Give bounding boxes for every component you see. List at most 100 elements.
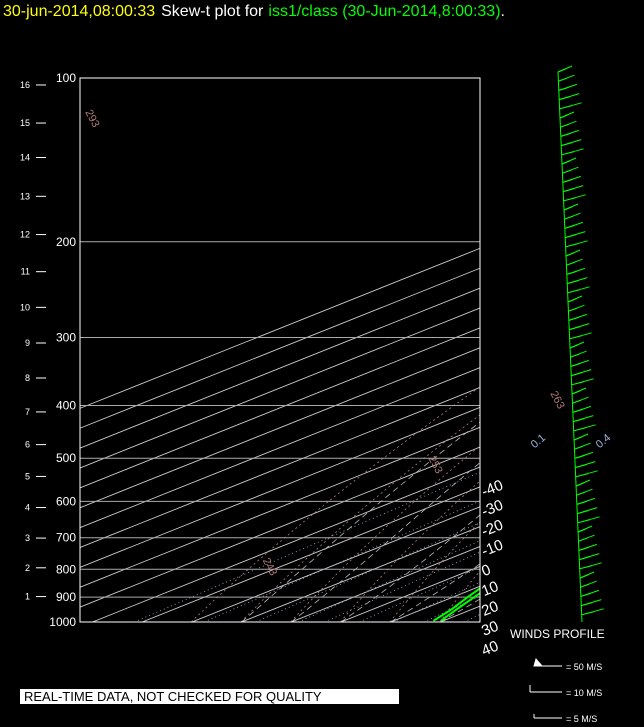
isotherm-30	[490, 78, 644, 622]
wind-barb	[577, 510, 589, 515]
temp-right-label--10: -10	[479, 536, 505, 560]
height-tick-label-16: 16	[20, 80, 30, 90]
dry-adiabat-243	[190, 386, 480, 622]
mixing-ratio-line-12	[423, 595, 480, 622]
pressure-tick-100: 100	[56, 71, 76, 85]
height-tick-label-13: 13	[20, 191, 30, 201]
temp-right-label-40: 40	[479, 638, 501, 660]
wind-legend-label-50: = 50 M/S	[566, 662, 603, 672]
isotherm-10	[390, 585, 480, 622]
wind-barb	[559, 105, 572, 110]
qc-warning-banner: REAL-TIME DATA, NOT CHECKED FOR QUALITY	[20, 689, 399, 704]
pressure-tick-400: 400	[56, 399, 76, 413]
wind-barb	[572, 399, 582, 404]
wind-barb	[564, 215, 574, 220]
wind-barb	[559, 96, 571, 101]
moist-adiabat-30	[490, 242, 644, 622]
moist-adiabat-0	[340, 514, 480, 622]
wind-barb	[561, 142, 573, 147]
title-text: Skew-t plot for	[161, 3, 264, 20]
wind-barb	[568, 307, 578, 312]
wind-barb	[563, 206, 572, 211]
wind-barb	[567, 289, 580, 294]
wind-barb	[571, 381, 584, 386]
height-tick-label-7: 7	[25, 407, 30, 417]
sounding-profiles	[432, 587, 480, 622]
height-tick-label-8: 8	[25, 373, 30, 383]
wind-barb	[563, 197, 576, 202]
temp-right-label-20: 20	[479, 598, 501, 620]
wind-legend-label-10: = 10 M/S	[566, 688, 603, 698]
wind-barb	[566, 261, 576, 266]
wind-barb	[578, 546, 589, 551]
wind-barb	[578, 537, 588, 542]
moist-adiabat-20	[440, 598, 480, 622]
wind-barb	[565, 243, 578, 248]
isotherm-50	[590, 78, 644, 622]
wind-barb	[562, 178, 573, 183]
isobar-lines	[80, 77, 480, 623]
isotherm-60	[639, 78, 644, 622]
moist-adiabat-lines	[241, 242, 644, 622]
wind-barb	[564, 224, 575, 229]
mixing-ratio-line-8	[393, 581, 480, 622]
height-tick-label-12: 12	[20, 230, 30, 240]
wind-barb	[565, 234, 577, 239]
dry-adiabat-323	[589, 78, 644, 622]
wind-barb	[576, 491, 586, 496]
height-tick-label-9: 9	[25, 338, 30, 348]
isotherm--10	[291, 546, 480, 622]
wind-barb	[569, 326, 581, 331]
dry-adiabat-lines	[190, 78, 644, 622]
wind-barb	[571, 390, 580, 395]
wind-barb	[572, 408, 583, 413]
wind-barb	[579, 574, 588, 579]
wind-barb	[560, 123, 570, 128]
mixing-ratio-line-1	[255, 522, 480, 622]
wind-barb	[562, 169, 572, 174]
wind-barb	[575, 482, 584, 487]
height-tick-label-11: 11	[21, 267, 30, 277]
isotherm--40	[142, 486, 480, 622]
wind-barb	[581, 602, 593, 607]
wind-barb	[570, 362, 581, 367]
chart-title: 30-jun-2014,08:00:33 Skew-t plot for iss1/…	[0, 0, 644, 26]
isotherm--110	[80, 347, 480, 509]
pressure-tick-800: 800	[56, 562, 76, 576]
temp-right-label-30: 30	[479, 618, 501, 640]
mixing-ratio-low-label-0.4: 0.4	[594, 432, 613, 451]
wind-barb	[559, 114, 568, 119]
wind-barb	[573, 418, 585, 423]
wind-barb	[560, 132, 571, 137]
dry-adiabat-253	[240, 414, 480, 622]
title-site: iss1/class (30-Jun-2014,8:00:33)	[268, 3, 501, 20]
isotherm-lines	[80, 78, 644, 622]
isotherm--80	[80, 406, 480, 568]
wind-barb	[571, 372, 583, 377]
series-temperature	[440, 592, 480, 622]
wind-legend-symbol-5	[533, 714, 562, 719]
isotherm--150	[80, 267, 480, 429]
wind-legend	[529, 657, 562, 719]
dry-adiabat-303	[489, 78, 644, 622]
wind-barb	[567, 280, 579, 285]
wind-barb	[568, 316, 579, 321]
plot-border	[79, 77, 481, 623]
pressure-tick-700: 700	[56, 531, 76, 545]
wind-barb	[561, 151, 574, 156]
dry-adiabat-label-243: 243	[260, 556, 279, 578]
dry-adiabat-273	[339, 480, 480, 622]
height-tick-label-10: 10	[20, 302, 30, 312]
plot-frame	[79, 77, 481, 623]
wind-barb	[569, 344, 578, 349]
wind-barb	[561, 160, 570, 165]
isotherm-40	[540, 78, 644, 622]
wind-barb	[580, 592, 591, 597]
isotherm--160	[80, 247, 480, 409]
isotherm--60	[80, 446, 480, 608]
height-tick-label-14: 14	[20, 152, 30, 162]
temp-right-label--20: -20	[479, 517, 505, 541]
wind-barb	[573, 427, 586, 432]
height-tick-label-1: 1	[25, 592, 30, 602]
wind-barb	[574, 454, 585, 459]
